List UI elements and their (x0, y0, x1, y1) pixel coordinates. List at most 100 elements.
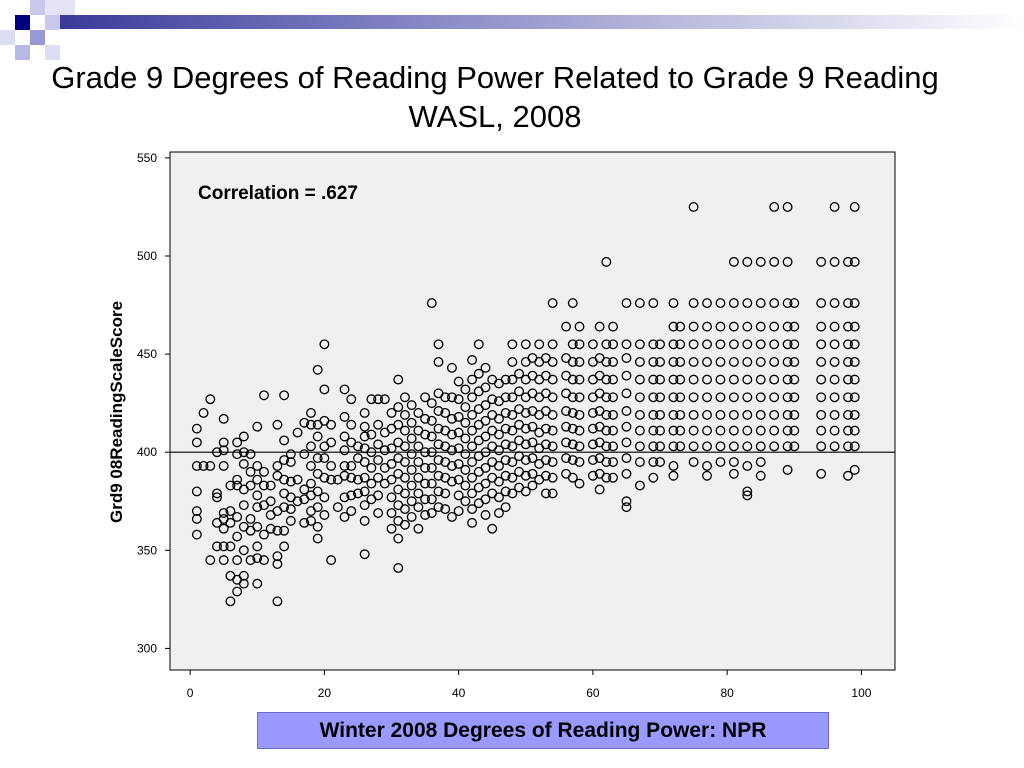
deco-square (0, 30, 15, 45)
data-point (245, 480, 256, 491)
data-point (608, 392, 619, 403)
data-point (702, 339, 712, 350)
data-point (453, 490, 464, 501)
data-point (393, 533, 404, 544)
data-point (480, 478, 491, 489)
data-point (453, 411, 464, 422)
data-point (480, 415, 491, 426)
data-point (191, 437, 202, 448)
data-point (688, 339, 699, 350)
data-point (561, 437, 572, 448)
data-point (493, 492, 504, 503)
data-point (467, 488, 478, 499)
data-point (500, 455, 511, 466)
data-point (272, 551, 283, 562)
data-point (849, 425, 860, 436)
data-point (279, 455, 290, 466)
data-point (789, 356, 800, 367)
data-point (252, 502, 263, 513)
data-point (608, 441, 619, 452)
data-point (252, 490, 263, 501)
data-point (252, 460, 263, 471)
data-point (400, 425, 410, 436)
data-point (379, 394, 390, 405)
data-point (453, 376, 464, 387)
data-point (406, 433, 417, 444)
data-point (426, 478, 437, 489)
data-point (306, 515, 316, 526)
data-point (507, 409, 518, 420)
data-point (433, 470, 444, 481)
data-point (849, 339, 860, 350)
data-point (829, 201, 840, 212)
data-point (426, 398, 437, 409)
data-point (346, 472, 357, 483)
data-point (547, 457, 558, 467)
data-point (272, 419, 283, 430)
data-point (574, 478, 585, 489)
data-point (648, 356, 659, 367)
data-point (292, 474, 303, 485)
data-point (742, 256, 753, 267)
deco-square (45, 0, 60, 15)
data-point (675, 374, 686, 385)
data-point (265, 480, 276, 491)
data-point (755, 374, 766, 385)
data-point (386, 492, 397, 503)
data-point (816, 298, 827, 309)
data-point (480, 462, 491, 473)
data-point (601, 374, 612, 385)
data-point (292, 427, 303, 438)
data-point (480, 400, 491, 411)
data-point (252, 578, 263, 589)
data-point (668, 470, 679, 481)
data-point (601, 339, 612, 350)
data-point (232, 586, 243, 597)
data-point (849, 298, 860, 309)
data-point (728, 468, 739, 479)
data-point (252, 474, 263, 485)
deco-square (45, 15, 60, 30)
data-point (218, 555, 229, 566)
data-point (594, 484, 605, 495)
data-point (433, 502, 444, 513)
data-point (574, 392, 585, 403)
data-point (493, 460, 504, 471)
data-point (601, 425, 612, 436)
data-point (299, 449, 310, 460)
data-point (232, 531, 243, 542)
data-point (232, 437, 243, 448)
data-point (702, 470, 712, 481)
data-point (312, 521, 323, 532)
data-point (520, 423, 531, 434)
data-point (406, 512, 417, 522)
data-point (507, 339, 518, 350)
data-point (433, 356, 444, 367)
data-point (413, 457, 424, 467)
data-point (386, 408, 397, 418)
data-point (279, 541, 290, 552)
data-point (728, 339, 739, 350)
data-point (326, 555, 337, 566)
correlation-annotation: Correlation = .627 (198, 183, 358, 204)
data-point (769, 321, 780, 332)
data-point (500, 392, 511, 403)
data-point (527, 468, 538, 479)
data-point (473, 339, 484, 350)
data-point (843, 339, 853, 350)
data-point (843, 256, 853, 267)
data-point (400, 409, 410, 420)
data-point (782, 321, 793, 332)
data-point (218, 413, 229, 424)
data-point (279, 390, 290, 401)
data-point (467, 355, 478, 365)
data-point (782, 441, 793, 452)
data-point (675, 321, 686, 332)
data-point (332, 502, 343, 513)
data-point (312, 533, 323, 544)
data-point (769, 356, 780, 367)
data-point (816, 321, 827, 332)
data-point (460, 384, 471, 395)
data-point (500, 470, 511, 481)
data-point (400, 472, 410, 483)
